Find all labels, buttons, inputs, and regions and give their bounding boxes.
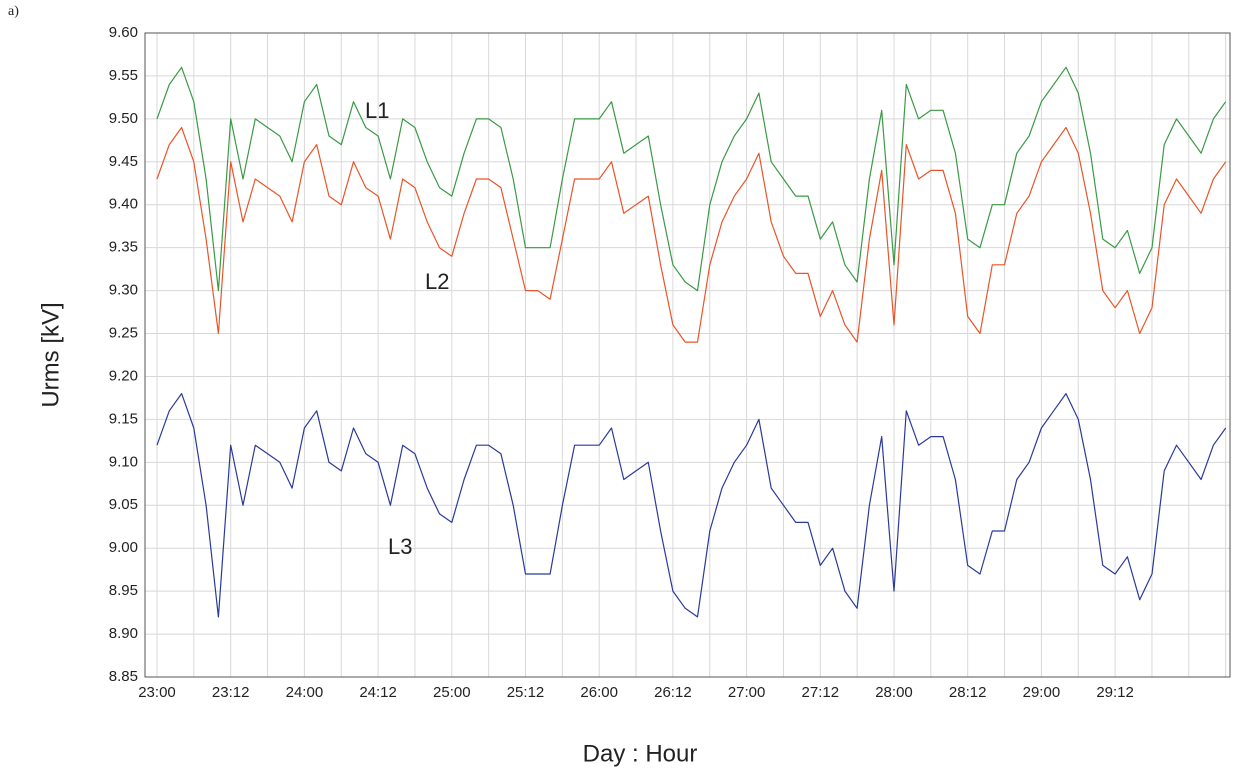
y-tick-label: 9.10: [109, 453, 138, 470]
y-tick-label: 9.50: [109, 110, 138, 127]
x-tick-label: 23:00: [138, 684, 176, 701]
y-tick-label: 8.85: [109, 668, 138, 685]
y-tick-label: 9.05: [109, 496, 138, 513]
x-tick-label: 26:12: [654, 684, 692, 701]
series-line: [156, 393, 1227, 618]
x-tick-label: 28:12: [949, 684, 987, 701]
y-tick-label: 9.00: [109, 539, 138, 556]
y-tick-label: 9.55: [109, 67, 138, 84]
x-tick-label: 29:00: [1023, 684, 1061, 701]
x-tick-label: 23:12: [212, 684, 250, 701]
plot-frame: [144, 32, 1231, 678]
grid: [145, 32, 1230, 678]
series-label: L2: [425, 269, 449, 294]
x-tick-label: 24:00: [286, 684, 324, 701]
series-label: L3: [388, 534, 412, 559]
y-tick-label: 8.95: [109, 582, 138, 599]
y-tick-label: 9.35: [109, 239, 138, 256]
x-tick-label: 29:12: [1096, 684, 1134, 701]
panel-label: a): [8, 4, 19, 19]
y-tick-label: 9.60: [109, 24, 138, 41]
series-line: [156, 66, 1227, 292]
y-tick-label: 9.15: [109, 410, 138, 427]
y-tick-label: 9.40: [109, 196, 138, 213]
x-axis-title: Day : Hour: [583, 740, 698, 767]
series-label: L1: [365, 98, 389, 123]
x-tick-label: 28:00: [875, 684, 913, 701]
x-tick-label: 24:12: [359, 684, 397, 701]
x-tick-label: 26:00: [580, 684, 618, 701]
y-tick-label: 9.30: [109, 282, 138, 299]
x-tick-label: 25:12: [507, 684, 545, 701]
x-tick-label: 27:00: [728, 684, 766, 701]
y-axis-title: Urms [kV]: [37, 302, 64, 407]
x-tick-label: 25:00: [433, 684, 471, 701]
y-tick-label: 9.45: [109, 153, 138, 170]
y-tick-label: 9.20: [109, 367, 138, 384]
series-line: [156, 126, 1227, 343]
y-tick-label: 8.90: [109, 625, 138, 642]
y-tick-label: 9.25: [109, 325, 138, 342]
x-tick-label: 27:12: [802, 684, 840, 701]
